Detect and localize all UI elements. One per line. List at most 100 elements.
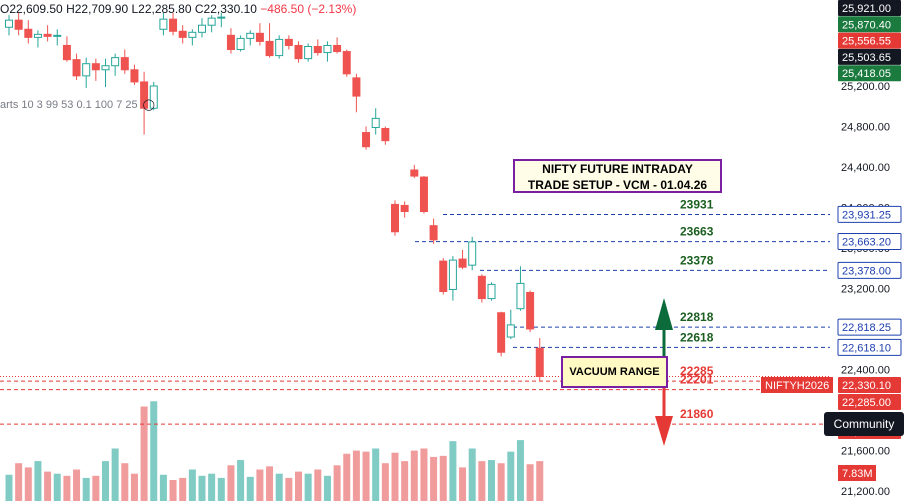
volume-bar <box>159 474 167 501</box>
volume-bar <box>169 480 177 501</box>
volume-bar <box>5 474 13 501</box>
candle-body <box>217 16 226 19</box>
candle-body <box>255 32 264 42</box>
y-tick-label: 23,200.00 <box>841 283 890 295</box>
price-label-bg <box>837 261 902 279</box>
candle-body <box>323 44 332 54</box>
volume-bar <box>150 401 158 501</box>
volume-label: 7.83M <box>842 468 873 480</box>
eye-slash-icon[interactable]: ◯ <box>142 99 155 111</box>
volume-bar <box>420 448 428 501</box>
candle-body <box>226 34 235 51</box>
volume-bar <box>430 456 438 501</box>
price-label-bg <box>838 16 901 33</box>
candle-body <box>91 63 100 71</box>
volume-bar <box>314 469 322 501</box>
candle-body <box>352 77 361 97</box>
candle-body <box>381 127 390 142</box>
candle-body <box>159 18 168 30</box>
volume-bar <box>44 471 52 501</box>
volume-bar <box>497 463 505 501</box>
candle-body <box>429 225 438 241</box>
volume-bar <box>516 440 524 501</box>
volume-bar <box>73 469 81 501</box>
price-label-bg <box>838 0 901 16</box>
vacuum-range-box: VACUUM RANGE <box>561 356 668 388</box>
candle-body <box>140 81 149 109</box>
high-value: H22,709.90 <box>66 2 129 16</box>
price-label-bg <box>837 233 902 251</box>
volume-bar <box>256 469 264 501</box>
candle-body <box>265 40 274 57</box>
price-label: 23,931.25 <box>842 209 891 221</box>
candle-body <box>304 45 313 60</box>
candle-body <box>448 259 457 290</box>
price-label: 25,870.40 <box>842 19 891 31</box>
price-label-bg <box>838 65 901 82</box>
volume-bar <box>121 463 129 501</box>
price-label-bg <box>837 205 902 223</box>
candle-body <box>506 324 515 338</box>
candle-body <box>342 51 351 75</box>
candle-body <box>487 283 496 300</box>
y-tick-label: 22,400.00 <box>841 364 890 376</box>
setup-title-line1: NIFTY FUTURE INTRADAY <box>542 162 693 176</box>
level-label: 22285 <box>680 364 714 378</box>
volume-bar <box>63 475 71 501</box>
candle-body <box>362 132 371 148</box>
y-tick-label: 25,200.00 <box>841 81 890 93</box>
volume-bar <box>401 461 409 501</box>
candle-body <box>169 18 178 32</box>
y-tick-label: 21,200.00 <box>841 486 890 498</box>
price-label-bg <box>837 338 902 356</box>
price-label-bg <box>838 377 901 393</box>
volume-bar <box>488 460 495 501</box>
volume-bar <box>275 473 283 501</box>
candle-body <box>82 63 91 77</box>
community-label: Community <box>833 417 895 431</box>
price-label-bg <box>837 318 902 336</box>
volume-bar <box>15 463 23 501</box>
price-label-bg <box>838 32 901 49</box>
level-label: 22818 <box>680 310 714 324</box>
volume-bar <box>102 461 109 501</box>
candle-body <box>246 32 255 39</box>
ohlc-legend: O22,609.50 H22,709.90 L22,285.80 C22,330… <box>0 2 356 16</box>
candle-body <box>120 57 129 71</box>
volume-bar <box>391 452 399 501</box>
volume-bar <box>304 473 312 501</box>
low-value: L22,285.80 <box>131 2 192 16</box>
volume-bar <box>92 475 100 501</box>
arrow-down-icon <box>655 416 673 446</box>
candle-body <box>391 203 399 233</box>
candle-body <box>24 28 33 38</box>
volume-bar <box>227 465 235 501</box>
price-label: 25,418.05 <box>842 68 891 80</box>
volume-bar <box>459 467 467 501</box>
volume-bar <box>24 467 32 501</box>
price-label: 25,503.65 <box>842 52 891 64</box>
volume-label-bg <box>838 465 876 481</box>
candle-body <box>400 204 409 213</box>
volume-bar <box>449 441 457 501</box>
symbol-tag: NIFTYH2026 <box>765 380 829 392</box>
price-label: 25,921.00 <box>842 3 891 15</box>
price-label: 22,618.10 <box>842 342 891 354</box>
volume-bar <box>179 477 187 501</box>
volume-bar <box>188 469 196 501</box>
volume-bar <box>198 475 206 501</box>
indicator-legend: arts 10 3 99 53 0.1 100 7 25 ◯ <box>0 98 155 111</box>
candle-body <box>419 176 428 213</box>
candle-body <box>62 44 71 61</box>
candle-body <box>313 45 322 54</box>
community-button[interactable]: Community <box>824 412 904 436</box>
volume-bar <box>237 460 245 501</box>
candle-body <box>284 38 293 46</box>
candle-body <box>111 57 120 67</box>
price-label-bg <box>838 48 901 65</box>
price-label: 22,330.10 <box>842 380 891 392</box>
level-label: 22201 <box>680 373 714 387</box>
volume-bar <box>53 473 61 501</box>
vacuum-range-label: VACUUM RANGE <box>569 366 660 378</box>
